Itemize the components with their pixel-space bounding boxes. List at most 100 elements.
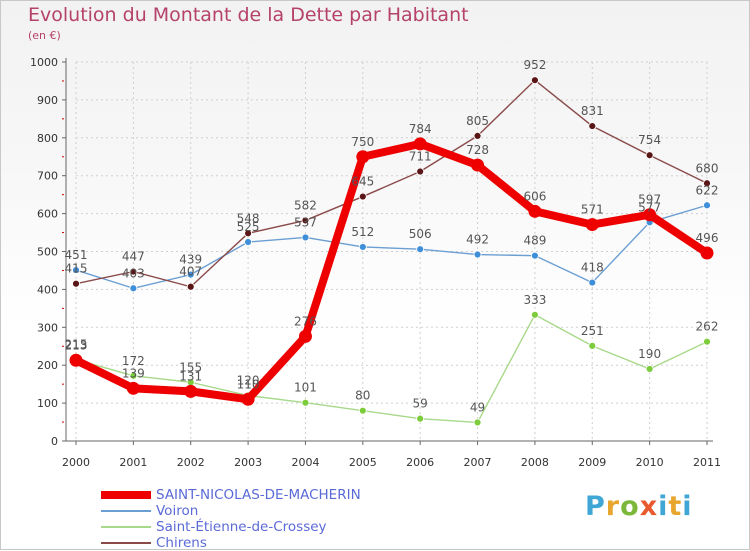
data-label: 525 <box>237 220 260 234</box>
x-tick-label: 2001 <box>119 456 147 469</box>
data-label: 680 <box>696 161 719 175</box>
data-label: 571 <box>581 203 604 217</box>
legend-swatch <box>101 491 151 499</box>
data-label: 506 <box>409 227 432 241</box>
data-label: 333 <box>523 293 546 307</box>
data-point <box>413 137 427 151</box>
data-point <box>358 243 367 251</box>
data-point <box>531 310 539 319</box>
data-label: 418 <box>581 261 604 275</box>
data-point <box>473 250 482 259</box>
data-point <box>703 337 711 346</box>
data-label: 49 <box>470 400 485 414</box>
data-label: 172 <box>122 354 145 368</box>
data-label: 537 <box>294 215 317 229</box>
data-label: 415 <box>65 262 88 276</box>
data-point <box>358 406 367 415</box>
data-point <box>358 192 367 201</box>
data-point <box>69 353 83 367</box>
x-tick-label: 2007 <box>464 456 492 469</box>
data-label: 276 <box>294 314 317 328</box>
data-label: 439 <box>179 253 202 267</box>
data-label: 728 <box>466 143 489 157</box>
data-point <box>703 179 711 188</box>
data-label: 190 <box>638 347 661 361</box>
legend-label: Voiron <box>156 503 199 519</box>
data-point <box>473 418 482 427</box>
data-point <box>588 122 597 130</box>
data-point <box>129 267 138 276</box>
data-point <box>298 329 312 343</box>
y-tick-label: 600 <box>37 208 58 221</box>
y-tick-label: 0 <box>51 435 58 448</box>
data-label: 110 <box>237 377 260 391</box>
data-label: 403 <box>122 266 145 280</box>
data-label: 262 <box>696 320 719 334</box>
y-tick-label: 400 <box>37 283 58 296</box>
data-point <box>645 365 654 373</box>
data-label: 711 <box>409 150 432 164</box>
data-point <box>129 371 138 380</box>
data-label: 80 <box>355 389 370 403</box>
data-point <box>416 245 425 254</box>
x-tick-label: 2000 <box>62 456 90 469</box>
x-tick-label: 2004 <box>291 456 319 469</box>
proxiti-logo: Proxiti <box>585 491 693 522</box>
data-point <box>126 381 140 395</box>
data-label: 606 <box>523 189 546 203</box>
data-label: 548 <box>237 211 260 225</box>
data-label: 489 <box>523 234 546 248</box>
data-label: 120 <box>237 374 260 388</box>
x-tick-label: 2003 <box>234 456 262 469</box>
data-point <box>184 384 198 398</box>
data-point <box>531 76 539 85</box>
data-label: 831 <box>581 104 604 118</box>
data-point <box>301 233 310 242</box>
data-label: 645 <box>351 175 374 189</box>
data-point <box>703 201 711 210</box>
data-point <box>241 392 255 406</box>
unit-label: (en €) <box>28 29 61 42</box>
legend-label: Saint-Étienne-de-Crossey <box>156 519 327 535</box>
data-point <box>473 132 482 140</box>
legend-swatch <box>101 510 151 512</box>
y-tick-label: 500 <box>37 246 58 259</box>
data-label: 754 <box>638 133 661 147</box>
data-point <box>588 341 597 350</box>
data-point <box>301 216 310 225</box>
chart-title: Evolution du Montant de la Dette par Hab… <box>28 4 469 26</box>
legend-swatch <box>101 542 151 544</box>
series-line-3 <box>75 79 708 288</box>
data-label: 59 <box>413 397 428 411</box>
data-label: 492 <box>466 233 489 247</box>
data-label: 215 <box>65 338 88 352</box>
series-line-1 <box>75 204 708 289</box>
data-point <box>244 229 252 238</box>
data-label: 251 <box>581 324 604 338</box>
data-label: 131 <box>179 369 202 383</box>
data-label: 155 <box>179 360 202 374</box>
data-label: 622 <box>696 183 719 197</box>
x-tick-label: 2002 <box>177 456 205 469</box>
data-point <box>585 218 599 232</box>
legend-label: Chirens <box>156 535 207 551</box>
data-label: 101 <box>294 381 317 395</box>
data-point <box>186 270 195 279</box>
data-point <box>588 278 597 287</box>
data-point <box>700 246 714 260</box>
data-point <box>244 238 252 246</box>
data-point <box>471 158 485 172</box>
data-point <box>356 150 370 164</box>
legend-swatch <box>101 526 151 528</box>
data-label: 577 <box>638 200 661 214</box>
x-tick-label: 2006 <box>406 456 434 469</box>
data-point <box>416 167 425 176</box>
data-point <box>129 284 138 293</box>
x-tick-label: 2009 <box>578 456 606 469</box>
legend-label: SAINT-NICOLAS-DE-MACHERIN <box>156 487 361 503</box>
y-tick-label: 100 <box>37 397 58 410</box>
data-point <box>416 414 425 423</box>
data-label: 512 <box>351 225 374 239</box>
data-point <box>72 266 80 274</box>
